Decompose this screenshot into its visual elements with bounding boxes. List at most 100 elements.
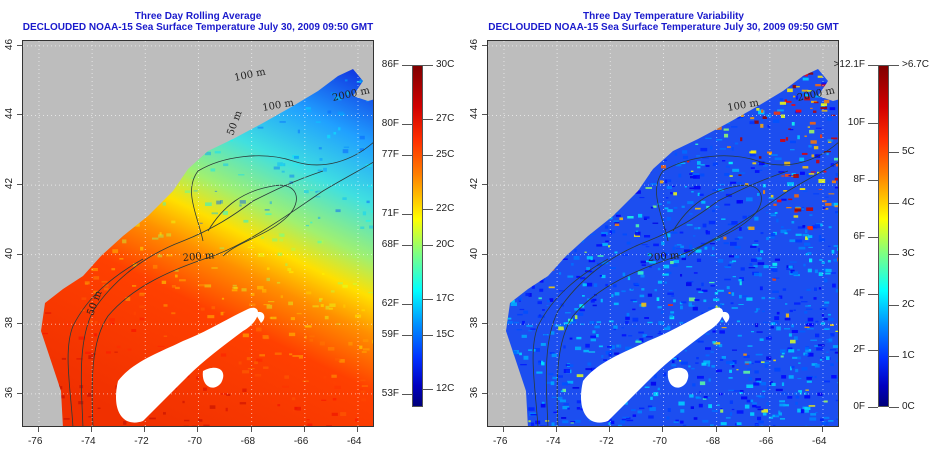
data-speck	[600, 185, 603, 188]
data-speck	[46, 218, 49, 220]
data-speck	[360, 379, 366, 382]
data-speck	[627, 150, 633, 154]
data-speck	[777, 109, 784, 112]
data-speck	[750, 117, 755, 120]
data-speck	[698, 291, 704, 293]
data-speck	[111, 268, 116, 271]
data-speck	[289, 181, 293, 184]
data-speck	[718, 258, 724, 263]
data-speck	[728, 377, 733, 379]
data-speck	[324, 315, 329, 320]
data-speck	[692, 173, 700, 176]
data-speck	[704, 246, 708, 250]
data-speck	[608, 69, 614, 72]
data-speck	[822, 207, 826, 210]
data-speck	[648, 143, 656, 146]
data-speck	[97, 407, 101, 409]
data-speck	[621, 418, 627, 421]
data-speck	[294, 406, 301, 411]
data-speck	[813, 56, 815, 59]
data-speck	[795, 206, 801, 208]
data-speck	[245, 96, 249, 101]
data-speck	[41, 100, 42, 103]
data-speck	[614, 292, 620, 296]
data-speck	[537, 315, 545, 318]
data-speck	[626, 180, 633, 182]
colorbar-label-f: 4F	[853, 287, 865, 299]
data-speck	[789, 129, 794, 131]
data-speck	[795, 368, 799, 373]
data-speck	[524, 142, 529, 144]
data-speck	[588, 123, 592, 126]
data-speck	[68, 234, 71, 236]
data-speck	[494, 74, 497, 76]
data-speck	[768, 335, 772, 337]
data-speck	[563, 322, 570, 325]
data-speck	[558, 326, 564, 331]
data-speck	[796, 48, 798, 52]
data-speck	[678, 119, 682, 123]
data-speck	[352, 256, 360, 258]
data-speck	[692, 104, 697, 108]
data-speck	[372, 339, 373, 344]
data-speck	[519, 352, 522, 356]
lon-tick-mark	[768, 427, 770, 432]
data-speck	[741, 396, 748, 400]
data-speck	[277, 404, 281, 407]
data-speck	[626, 417, 631, 420]
data-speck	[360, 390, 366, 394]
data-speck	[319, 341, 325, 346]
data-speck	[85, 351, 92, 354]
data-speck	[673, 299, 676, 303]
data-speck	[723, 81, 730, 84]
colorbar-tick	[889, 65, 899, 66]
colorbar-label-f: 2F	[853, 344, 865, 356]
data-speck	[634, 234, 640, 237]
colorbar-tick	[868, 123, 878, 125]
data-speck	[671, 295, 675, 297]
data-speck	[554, 324, 561, 327]
data-speck	[59, 395, 65, 399]
data-speck	[673, 358, 679, 360]
data-speck	[778, 412, 782, 416]
data-speck	[598, 92, 602, 96]
data-speck	[232, 286, 238, 289]
data-speck	[609, 206, 614, 209]
cloud-mask	[202, 367, 224, 388]
data-speck	[690, 103, 697, 106]
data-speck	[569, 53, 576, 54]
data-speck	[294, 407, 298, 410]
data-speck	[277, 162, 283, 167]
data-speck	[127, 139, 133, 144]
data-speck	[804, 392, 807, 395]
data-speck	[766, 85, 772, 87]
left-title-line1: Three Day Rolling Average	[134, 11, 262, 22]
data-speck	[600, 298, 603, 303]
data-speck	[577, 70, 580, 73]
data-speck	[246, 357, 251, 361]
data-speck	[837, 247, 838, 251]
data-speck	[659, 69, 666, 71]
colorbar-label-f: 0F	[853, 401, 865, 412]
data-speck	[799, 390, 802, 395]
data-speck	[719, 330, 725, 334]
data-speck	[552, 376, 558, 380]
data-speck	[800, 73, 805, 77]
colorbar-tick	[402, 245, 412, 246]
data-speck	[207, 315, 215, 319]
data-speck	[599, 93, 606, 97]
data-speck	[598, 109, 604, 112]
data-speck	[772, 278, 776, 281]
data-speck	[288, 271, 294, 274]
data-speck	[754, 170, 760, 173]
data-speck	[567, 66, 572, 68]
data-speck	[708, 404, 712, 409]
data-speck	[706, 117, 712, 120]
data-speck	[284, 375, 289, 379]
data-speck	[526, 179, 531, 183]
data-speck	[203, 424, 210, 426]
data-speck	[731, 365, 735, 368]
data-speck	[564, 198, 570, 201]
data-speck	[739, 281, 742, 286]
data-speck	[603, 132, 609, 137]
